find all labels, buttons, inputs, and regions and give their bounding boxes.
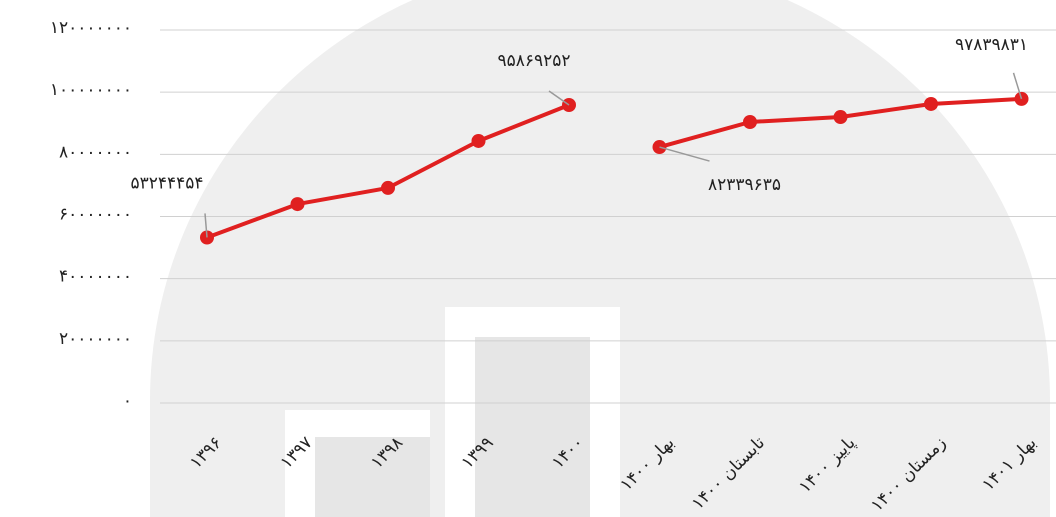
y-tick-label: ۸۰۰۰۰۰۰۰ — [59, 142, 132, 162]
data-label: ۹۵۸۶۹۲۵۲ — [497, 51, 570, 71]
data-point — [290, 197, 305, 212]
data-point — [924, 96, 938, 111]
data-point — [471, 133, 486, 148]
data-point — [833, 110, 848, 125]
label-leader — [548, 90, 570, 106]
label-leader — [659, 146, 710, 162]
y-tick-label: ۱۲۰۰۰۰۰۰۰ — [50, 18, 132, 38]
y-tick-label: ۶۰۰۰۰۰۰۰ — [59, 205, 132, 225]
y-tick-label: ۴۰۰۰۰۰۰۰ — [59, 267, 132, 287]
data-label: ۹۷۸۳۹۸۳۱ — [955, 35, 1028, 55]
data-point — [381, 180, 395, 195]
y-tick-label: ۱۰۰۰۰۰۰۰۰ — [50, 80, 132, 100]
data-label: ۸۲۳۳۹۶۳۵ — [708, 175, 781, 195]
label-leader — [204, 213, 208, 238]
data-point — [743, 115, 757, 130]
data-label: ۵۳۲۴۴۴۵۴ — [130, 173, 203, 193]
y-tick-label: ۰ — [123, 391, 132, 411]
label-leader — [1012, 72, 1023, 100]
watermark — [150, 0, 1050, 517]
y-tick-label: ۲۰۰۰۰۰۰۰ — [59, 329, 132, 349]
